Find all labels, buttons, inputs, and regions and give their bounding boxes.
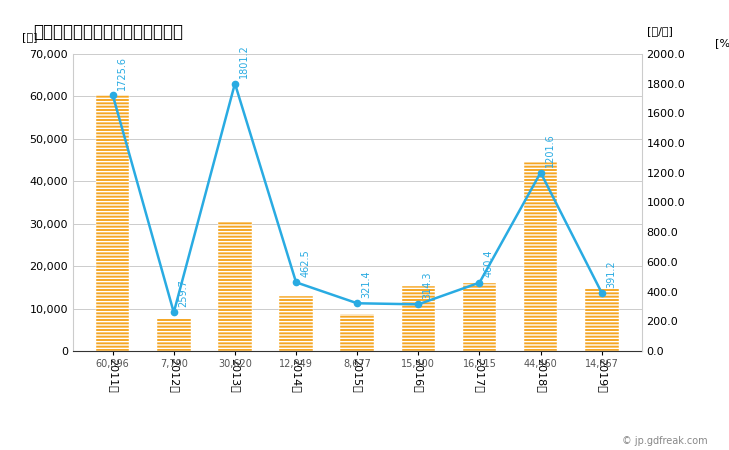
Text: 314.3: 314.3 bbox=[423, 272, 432, 299]
Bar bbox=[157, 318, 190, 351]
Text: 462.5: 462.5 bbox=[300, 249, 311, 277]
Text: [㎡/棟]: [㎡/棟] bbox=[647, 26, 673, 36]
Bar bbox=[218, 221, 252, 351]
Bar bbox=[279, 296, 313, 351]
Text: 321.4: 321.4 bbox=[362, 270, 372, 298]
Text: 44,460: 44,460 bbox=[523, 359, 558, 369]
Text: 60,396: 60,396 bbox=[95, 359, 130, 369]
Text: 12,949: 12,949 bbox=[279, 359, 313, 369]
Text: 15,400: 15,400 bbox=[402, 359, 435, 369]
Text: 7,790: 7,790 bbox=[160, 359, 188, 369]
Text: 30,620: 30,620 bbox=[218, 359, 252, 369]
Bar bbox=[524, 162, 558, 351]
Bar bbox=[463, 283, 496, 351]
Text: 14,867: 14,867 bbox=[585, 359, 619, 369]
Text: 産業用建築物の床面積合計の推移: 産業用建築物の床面積合計の推移 bbox=[33, 23, 183, 41]
Text: © jp.gdfreak.com: © jp.gdfreak.com bbox=[622, 436, 707, 446]
Text: 1201.6: 1201.6 bbox=[545, 134, 555, 167]
Text: [%]: [%] bbox=[715, 38, 729, 48]
Text: 16,115: 16,115 bbox=[463, 359, 496, 369]
Text: 460.4: 460.4 bbox=[484, 250, 494, 278]
Text: 8,677: 8,677 bbox=[343, 359, 371, 369]
Bar bbox=[340, 314, 374, 351]
Bar bbox=[585, 288, 619, 351]
Text: 1801.2: 1801.2 bbox=[239, 45, 249, 78]
Bar bbox=[402, 286, 435, 351]
Text: 1725.6: 1725.6 bbox=[117, 55, 127, 90]
Text: [㎡]: [㎡] bbox=[22, 32, 37, 42]
Text: 391.2: 391.2 bbox=[606, 260, 616, 288]
Bar bbox=[95, 95, 130, 351]
Text: 259.7: 259.7 bbox=[178, 279, 188, 307]
